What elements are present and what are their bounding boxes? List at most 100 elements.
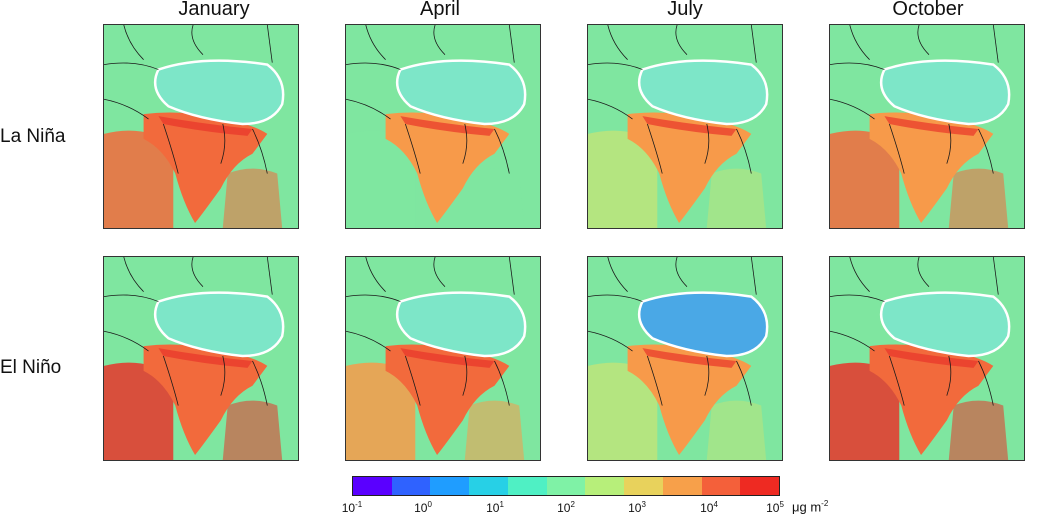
country-border — [365, 25, 386, 60]
country-border — [104, 98, 149, 120]
colorbar-tick-1e3: 103 — [628, 500, 646, 515]
bay-of-bengal-field — [948, 168, 1009, 228]
indian-subcontinent — [627, 112, 752, 224]
map-panel-la-nina-january — [103, 24, 299, 229]
map-panel-la-nina-july — [587, 24, 783, 229]
himalayan-belt — [400, 348, 495, 368]
bay-of-bengal-field — [464, 168, 525, 228]
himalayan-belt — [158, 116, 253, 136]
country-border — [252, 360, 268, 406]
colorbar-swatch-0 — [353, 477, 392, 495]
tibetan-plateau — [155, 292, 284, 357]
arabian-sea-field — [346, 130, 416, 228]
row-label-el-nino: El Niño — [0, 357, 62, 378]
indian-subcontinent — [869, 344, 994, 456]
country-border — [946, 355, 952, 396]
country-border — [266, 25, 273, 63]
country-border — [889, 123, 905, 174]
country-border — [675, 257, 688, 287]
indian-subcontinent — [627, 344, 752, 456]
country-border — [346, 62, 401, 70]
country-border — [266, 257, 273, 295]
colorbar-tick-1e2: 102 — [557, 500, 575, 515]
arabian-sea-field — [104, 130, 174, 228]
colorbar-swatch-6 — [585, 477, 625, 495]
map-panel-el-nino-july — [587, 256, 783, 461]
country-border — [978, 360, 994, 406]
country-border — [750, 257, 757, 295]
colorbar — [352, 476, 780, 496]
map-svg — [588, 257, 782, 460]
country-border — [508, 257, 515, 295]
arabian-sea-field — [346, 362, 416, 460]
tibetan-plateau — [639, 292, 768, 357]
colorbar-swatch-2 — [430, 477, 470, 495]
arabian-sea-field — [588, 130, 658, 228]
plateau-outline — [879, 59, 1011, 126]
country-border — [588, 62, 643, 70]
bay-of-bengal-field — [222, 400, 283, 460]
colorbar-swatch-9 — [701, 477, 741, 495]
country-border — [647, 123, 663, 174]
himalayan-belt — [884, 116, 979, 136]
indian-subcontinent — [869, 112, 994, 224]
map-svg — [346, 25, 540, 228]
himalayan-belt — [642, 116, 737, 136]
tibetan-plateau — [881, 292, 1010, 357]
country-border — [462, 123, 468, 164]
country-border — [704, 123, 710, 164]
country-border — [433, 257, 446, 287]
country-border — [978, 128, 994, 174]
row-label-la-nina: La Niña — [0, 126, 66, 147]
country-border — [405, 123, 421, 174]
country-border — [588, 330, 633, 352]
country-border — [346, 294, 401, 302]
colorbar-tick-1e5: 105 — [766, 500, 784, 515]
plateau-outline — [637, 59, 769, 126]
country-border — [992, 25, 999, 63]
himalayan-belt — [884, 348, 979, 368]
indian-subcontinent — [385, 344, 510, 456]
colorbar-tick-1e-1: 10-1 — [341, 500, 363, 515]
country-border — [104, 330, 149, 352]
country-border — [830, 294, 885, 302]
himalayan-belt — [158, 348, 253, 368]
country-border — [462, 355, 468, 396]
map-panel-la-nina-april — [345, 24, 541, 229]
map-svg — [588, 25, 782, 228]
bay-of-bengal-field — [222, 168, 283, 228]
plateau-outline — [153, 291, 285, 358]
map-panel-el-nino-april — [345, 256, 541, 461]
country-border — [494, 360, 510, 406]
country-border — [647, 355, 663, 406]
colorbar-swatch-4 — [507, 477, 547, 495]
country-border — [830, 98, 875, 120]
arabian-sea-field — [830, 130, 900, 228]
col-title-april: April — [419, 0, 460, 20]
country-border — [704, 355, 710, 396]
colorbar-unit: μg m-2 — [792, 499, 829, 515]
country-border — [830, 330, 875, 352]
tibetan-plateau — [397, 60, 526, 125]
map-panel-el-nino-october — [829, 256, 1025, 461]
bay-of-bengal-field — [464, 400, 525, 460]
country-border — [220, 123, 226, 164]
country-border — [830, 62, 885, 70]
plateau-outline — [395, 59, 527, 126]
tibetan-plateau — [639, 60, 768, 125]
himalayan-belt — [400, 116, 495, 136]
tibetan-plateau — [155, 60, 284, 125]
country-border — [675, 25, 688, 55]
country-border — [163, 355, 179, 406]
map-svg — [346, 257, 540, 460]
himalayan-belt — [642, 348, 737, 368]
indian-subcontinent — [385, 112, 510, 224]
map-panel-el-nino-january — [103, 256, 299, 461]
colorbar-swatch-7 — [624, 477, 663, 495]
country-border — [607, 257, 628, 292]
map-svg — [104, 25, 298, 228]
country-border — [508, 25, 515, 63]
country-border — [889, 355, 905, 406]
colorbar-swatch-10 — [740, 477, 780, 495]
plateau-outline — [395, 291, 527, 358]
